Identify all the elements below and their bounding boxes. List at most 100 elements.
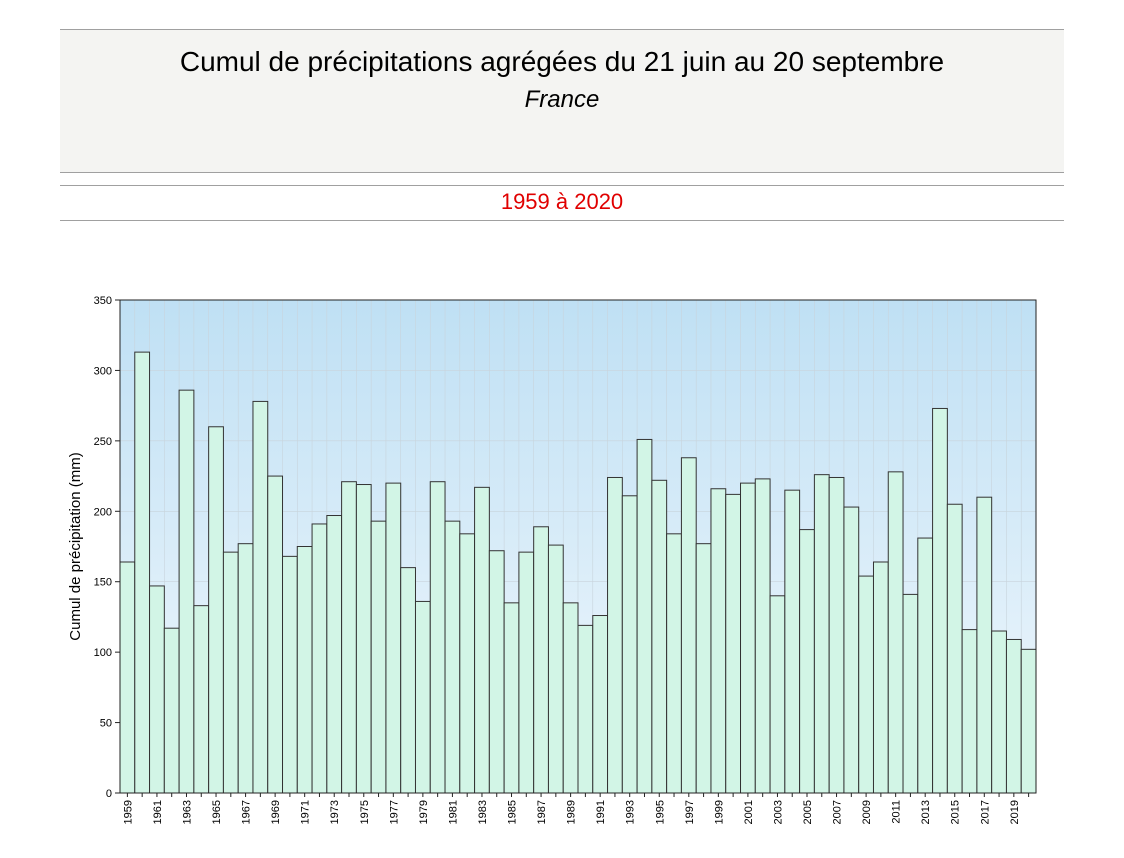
x-tick-label: 2003 <box>772 800 784 824</box>
x-tick-label: 2013 <box>920 800 932 824</box>
bar-1986 <box>518 551 535 794</box>
bar-2010 <box>872 561 889 794</box>
bar-2002 <box>754 478 771 794</box>
bars <box>119 351 1037 794</box>
x-tick-label: 2015 <box>950 800 962 824</box>
bar-1997 <box>680 457 697 794</box>
x-tick-label: 1979 <box>418 800 430 824</box>
bar-1975 <box>355 484 372 794</box>
bar-1970 <box>282 555 298 794</box>
bar-2008 <box>843 506 860 794</box>
bar-1990 <box>577 624 594 794</box>
x-tick-label: 2017 <box>979 800 991 824</box>
x-tick-label: 1961 <box>152 800 164 824</box>
plot-frame <box>119 299 1037 794</box>
chart-subtitle: France <box>524 86 600 113</box>
bar-2007 <box>828 476 845 794</box>
bar-2013 <box>917 537 934 794</box>
bar-2005 <box>799 529 815 794</box>
bar-2012 <box>902 593 919 794</box>
y-tick-label: 0 <box>106 788 112 800</box>
y-tick-label: 100 <box>94 647 112 659</box>
x-tick-label: 2019 <box>1009 800 1021 824</box>
bar-2006 <box>813 474 830 794</box>
bar-1965 <box>208 426 224 794</box>
bar-2011 <box>887 471 904 794</box>
x-tick-label: 1967 <box>241 800 253 824</box>
bar-1974 <box>341 481 357 794</box>
bar-2015 <box>946 503 963 794</box>
y-tick-label: 300 <box>94 365 112 377</box>
bar-1960 <box>134 351 151 794</box>
bar-2014 <box>932 407 948 794</box>
bar-1979 <box>414 600 431 794</box>
bar-1961 <box>149 585 165 794</box>
bar-1994 <box>636 438 653 794</box>
x-tick-label: 1991 <box>595 800 607 824</box>
x-tick-label: 1997 <box>684 800 696 824</box>
y-tick-label: 350 <box>94 295 112 307</box>
x-tick-label: 1995 <box>654 800 666 824</box>
bar-1991 <box>592 615 609 794</box>
bar-1985 <box>503 602 520 794</box>
period-panel: 1959 à 2020 <box>60 185 1064 221</box>
x-tick-label: 1959 <box>122 800 134 824</box>
bar-1959 <box>119 561 136 794</box>
y-tick-label: 50 <box>100 718 112 730</box>
x-tick-label: 1999 <box>713 800 725 824</box>
bar-1962 <box>163 627 180 794</box>
y-tick-label: 250 <box>94 436 112 448</box>
axes: 0 50 100 150 200 250 300 350 1959 1961 1963 1965 196… <box>94 295 1037 824</box>
x-tick-label: 1973 <box>329 800 341 824</box>
x-tick-label: 2009 <box>861 800 873 824</box>
bar-1982 <box>459 533 476 794</box>
bar-2000 <box>725 493 742 794</box>
bar-1987 <box>533 526 549 794</box>
bar-1978 <box>400 567 416 794</box>
bar-1971 <box>296 546 313 794</box>
bar-1998 <box>695 543 712 794</box>
x-tick-label: 1985 <box>507 800 519 824</box>
bar-1993 <box>621 495 638 794</box>
x-tick-label: 1987 <box>536 800 548 824</box>
x-tick-label: 1975 <box>359 800 371 824</box>
period-label: 1959 à 2020 <box>500 189 624 214</box>
bar-2016 <box>961 629 978 794</box>
bar-1972 <box>311 523 328 794</box>
x-tick-label: 2007 <box>832 800 844 824</box>
bar-1988 <box>547 544 564 794</box>
header-panel: Cumul de précipitations agrégées du 21 j… <box>60 29 1064 173</box>
bar-2019 <box>1005 638 1022 794</box>
y-tick-label: 200 <box>94 506 112 518</box>
bar-2020 <box>1020 648 1037 794</box>
bar-2018 <box>991 630 1007 794</box>
bar-1973 <box>326 515 343 794</box>
bar-1989 <box>562 602 579 794</box>
bar-1999 <box>710 488 727 794</box>
x-tick-label: 1981 <box>447 800 459 824</box>
bar-1995 <box>651 479 668 794</box>
x-tick-label: 1983 <box>477 800 489 824</box>
x-tick-label: 2005 <box>802 800 814 824</box>
bar-1980 <box>429 481 446 794</box>
bar-2009 <box>858 575 874 794</box>
x-tick-label: 1963 <box>181 800 193 824</box>
bar-1963 <box>178 389 195 794</box>
bar-1992 <box>607 476 623 794</box>
bar-1968 <box>252 400 269 794</box>
x-tick-label: 1989 <box>566 800 578 824</box>
x-tick-label: 2011 <box>891 800 903 824</box>
bar-1977 <box>385 482 402 794</box>
bar-2001 <box>740 482 756 794</box>
bar-1964 <box>193 605 210 794</box>
x-tick-label: 1993 <box>625 800 637 824</box>
bar-2003 <box>769 595 786 794</box>
chart-title: Cumul de précipitations agrégées du 21 j… <box>179 46 945 77</box>
x-tick-label: 2001 <box>743 800 755 824</box>
x-tick-label: 1969 <box>270 800 282 824</box>
y-axis-title: Cumul de précipitation (mm) <box>67 452 84 640</box>
bar-1996 <box>666 533 682 794</box>
bar-1966 <box>222 551 239 794</box>
y-tick-label: 150 <box>94 577 112 589</box>
